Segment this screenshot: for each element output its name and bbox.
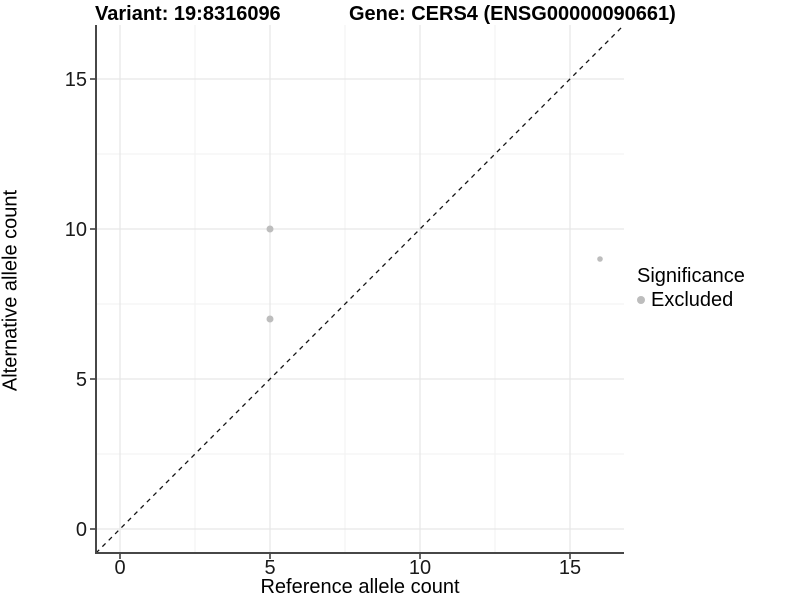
y-axis-title: Alternative allele count xyxy=(0,189,22,392)
legend-title: Significance xyxy=(637,265,745,287)
legend-point-icon xyxy=(637,296,645,304)
variant-title: Variant: 19:8316096 xyxy=(95,3,281,25)
y-tick-label: 0 xyxy=(76,519,87,541)
x-tick-label: 0 xyxy=(114,557,125,579)
legend-item-label: Excluded xyxy=(651,289,734,311)
y-tick-label: 15 xyxy=(65,69,87,91)
legend: Significance Excluded xyxy=(637,265,745,311)
legend-item-excluded: Excluded xyxy=(637,289,745,311)
gene-title: Gene: CERS4 (ENSG00000090661) xyxy=(349,3,676,25)
data-point xyxy=(597,256,603,262)
data-point xyxy=(266,315,274,323)
data-point xyxy=(266,225,274,233)
identity-dashed-line xyxy=(95,24,625,554)
x-tick-label: 5 xyxy=(264,557,275,579)
y-tick-label: 5 xyxy=(76,369,87,391)
x-tick-label: 10 xyxy=(409,557,431,579)
y-tick-label: 10 xyxy=(65,219,87,241)
x-axis-title: Reference allele count xyxy=(260,576,460,598)
x-tick-label: 15 xyxy=(559,557,581,579)
